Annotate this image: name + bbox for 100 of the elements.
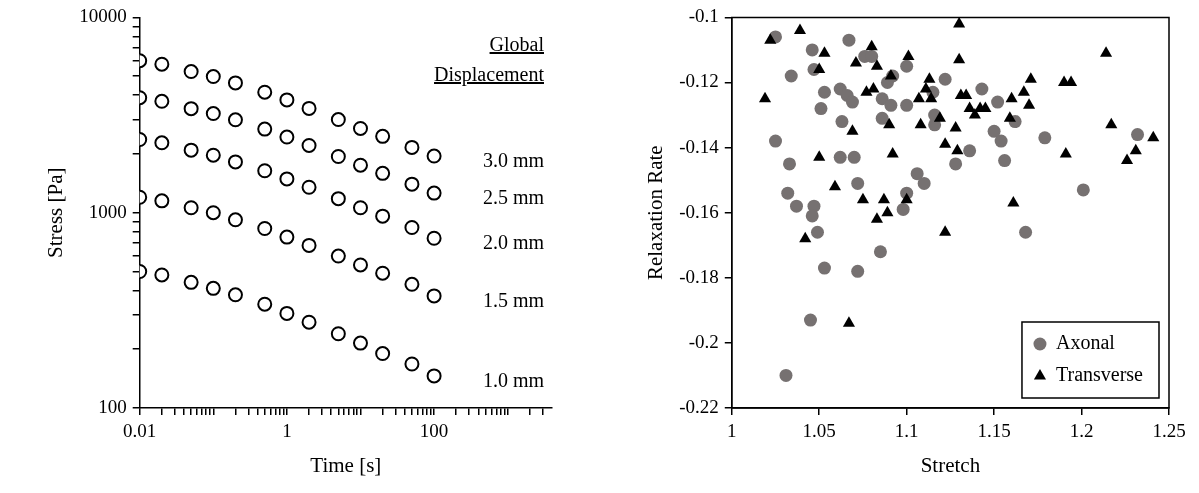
- x-tick-label: 1.2: [1069, 420, 1094, 442]
- point: [154, 193, 170, 209]
- point: [917, 176, 931, 190]
- point: [205, 106, 221, 122]
- point: [805, 209, 819, 223]
- point: [833, 150, 847, 164]
- point: [375, 208, 391, 224]
- point: [1105, 117, 1118, 129]
- legend-label: Axonal: [1055, 331, 1116, 354]
- point: [1017, 85, 1030, 96]
- point: [426, 368, 442, 384]
- point: [426, 230, 442, 246]
- point: [900, 98, 914, 112]
- point: [813, 62, 826, 73]
- point: [963, 144, 977, 158]
- point: [301, 100, 317, 116]
- point: [1059, 147, 1072, 158]
- point: [856, 192, 870, 204]
- x-tick-label: 1.05: [802, 420, 836, 442]
- x-tick-label: 100: [419, 420, 449, 442]
- point: [784, 69, 798, 83]
- point: [301, 137, 317, 153]
- point: [154, 267, 170, 283]
- point: [782, 157, 796, 171]
- point: [933, 111, 946, 122]
- point: [154, 135, 170, 151]
- x-axis-title: Time [s]: [310, 452, 382, 477]
- x-tick-label: 1: [282, 420, 292, 442]
- text: 1.0 mm: [482, 369, 545, 392]
- point: [301, 237, 317, 253]
- point: [1023, 98, 1036, 109]
- y-tick-label: -0.22: [679, 395, 719, 417]
- point: [900, 59, 914, 73]
- point: [1007, 195, 1020, 207]
- point: [1003, 111, 1016, 122]
- point: [352, 335, 368, 351]
- point: [227, 154, 243, 170]
- point: [352, 120, 368, 136]
- point: [914, 117, 927, 129]
- y-tick-label: -0.16: [679, 200, 719, 222]
- x-tick-label: 1.1: [894, 420, 919, 442]
- point: [912, 91, 925, 103]
- point: [805, 43, 819, 57]
- point: [426, 148, 442, 164]
- point: [375, 346, 391, 362]
- point: [154, 93, 170, 109]
- x-tick-label: 1.25: [1152, 420, 1186, 442]
- point: [953, 52, 966, 64]
- point: [779, 368, 793, 382]
- point: [925, 91, 938, 103]
- point: [205, 205, 221, 221]
- point: [875, 92, 889, 106]
- point: [835, 115, 849, 129]
- point: [205, 69, 221, 85]
- y-axis-title: Stress [Pa]: [43, 167, 68, 258]
- point: [279, 171, 295, 187]
- point: [987, 124, 1001, 138]
- x-axis-title: Stretch: [920, 452, 981, 477]
- point: [845, 95, 859, 109]
- y-tick-label: 10000: [79, 5, 127, 27]
- text: 1.5 mm: [482, 289, 545, 312]
- point: [1120, 153, 1134, 165]
- point: [205, 280, 221, 296]
- point: [939, 225, 952, 236]
- point: [847, 150, 861, 164]
- point: [870, 212, 883, 223]
- point: [426, 288, 442, 304]
- point: [938, 72, 952, 86]
- point: [279, 92, 295, 108]
- point: [227, 112, 243, 128]
- point: [352, 200, 368, 216]
- point: [1005, 91, 1018, 103]
- point: [352, 157, 368, 173]
- point: [975, 82, 989, 96]
- point: [860, 85, 873, 96]
- y-axis-title: Relaxation Rate: [643, 145, 668, 281]
- point: [998, 154, 1012, 168]
- y-tick-label: -0.2: [688, 330, 719, 352]
- point: [881, 205, 894, 217]
- point: [279, 305, 295, 321]
- point: [873, 245, 887, 259]
- point: [939, 137, 952, 148]
- point: [949, 157, 963, 171]
- point: [849, 55, 863, 67]
- point: [818, 46, 831, 57]
- point: [227, 75, 243, 91]
- point: [828, 179, 842, 191]
- point: [758, 91, 772, 103]
- point: [846, 124, 859, 135]
- point: [968, 108, 981, 119]
- point: [154, 56, 170, 72]
- point: [851, 176, 865, 190]
- point: [902, 49, 915, 60]
- y-tick-label: -0.1: [688, 5, 719, 27]
- point: [279, 229, 295, 245]
- point: [875, 111, 889, 125]
- point: [1131, 128, 1145, 142]
- point: [842, 316, 856, 327]
- point: [781, 186, 795, 200]
- y-tick-label: -0.14: [679, 135, 720, 157]
